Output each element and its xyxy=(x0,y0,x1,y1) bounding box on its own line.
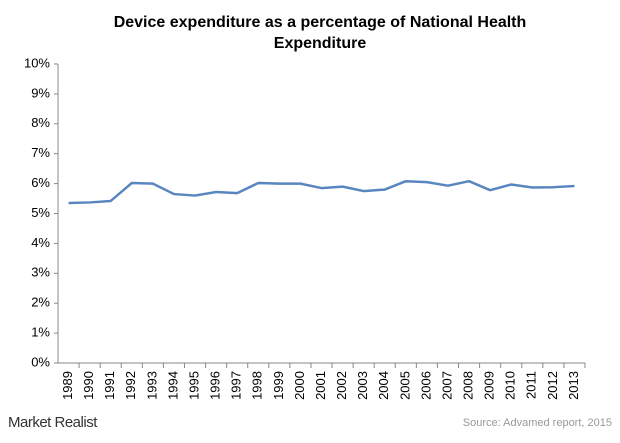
x-tick-label: 1998 xyxy=(250,371,265,400)
y-tick-label: 1% xyxy=(31,325,50,340)
x-tick-label: 2001 xyxy=(313,371,328,400)
x-tick-label: 1997 xyxy=(229,371,244,400)
x-tick-label: 2008 xyxy=(460,371,475,400)
source: Source: Advamed report, 2015 xyxy=(463,417,612,429)
x-tick-label: 1992 xyxy=(123,371,138,400)
x-tick-label: 2012 xyxy=(545,371,560,400)
x-tick-label: 1991 xyxy=(102,371,117,400)
brand-logo: Market Realist xyxy=(8,414,98,431)
x-tick-label: 1996 xyxy=(208,371,223,400)
x-tick-label: 1999 xyxy=(271,371,286,400)
y-tick-label: 3% xyxy=(31,265,50,280)
x-tick-label: 1994 xyxy=(165,371,180,400)
x-tick-label: 1993 xyxy=(144,371,159,400)
x-tick-label: 1995 xyxy=(186,371,201,400)
x-tick-label: 2005 xyxy=(397,371,412,400)
x-tick-label: 2003 xyxy=(355,371,370,400)
y-tick-label: 0% xyxy=(31,354,50,369)
x-tick-label: 2009 xyxy=(482,371,497,400)
line-series xyxy=(68,179,575,205)
x-tick-label: 1990 xyxy=(81,371,96,400)
chart-title: Device expenditure as a percentage of Na… xyxy=(113,14,527,52)
y-tick-label: 10% xyxy=(24,55,50,70)
x-tick-label: 2004 xyxy=(376,371,391,400)
x-tick-label: 2007 xyxy=(439,371,454,400)
y-tick-label: 5% xyxy=(31,205,50,220)
y-tick-label: 7% xyxy=(31,145,50,160)
y-tick-label: 6% xyxy=(31,175,50,190)
y-tick-label: 4% xyxy=(31,235,50,250)
x-tick-label: 2013 xyxy=(566,371,581,400)
x-tick-label: 2000 xyxy=(292,371,307,400)
y-tick-label: 9% xyxy=(31,85,50,100)
x-tick-label: 1989 xyxy=(60,371,75,400)
x-tick-label: 2011 xyxy=(524,371,539,399)
x-tick-label: 2002 xyxy=(334,371,349,400)
x-tick-label: 2006 xyxy=(418,371,433,400)
x-tick-label: 2010 xyxy=(503,371,518,400)
y-tick-label: 2% xyxy=(31,295,50,310)
y-tick-label: 8% xyxy=(31,115,50,130)
